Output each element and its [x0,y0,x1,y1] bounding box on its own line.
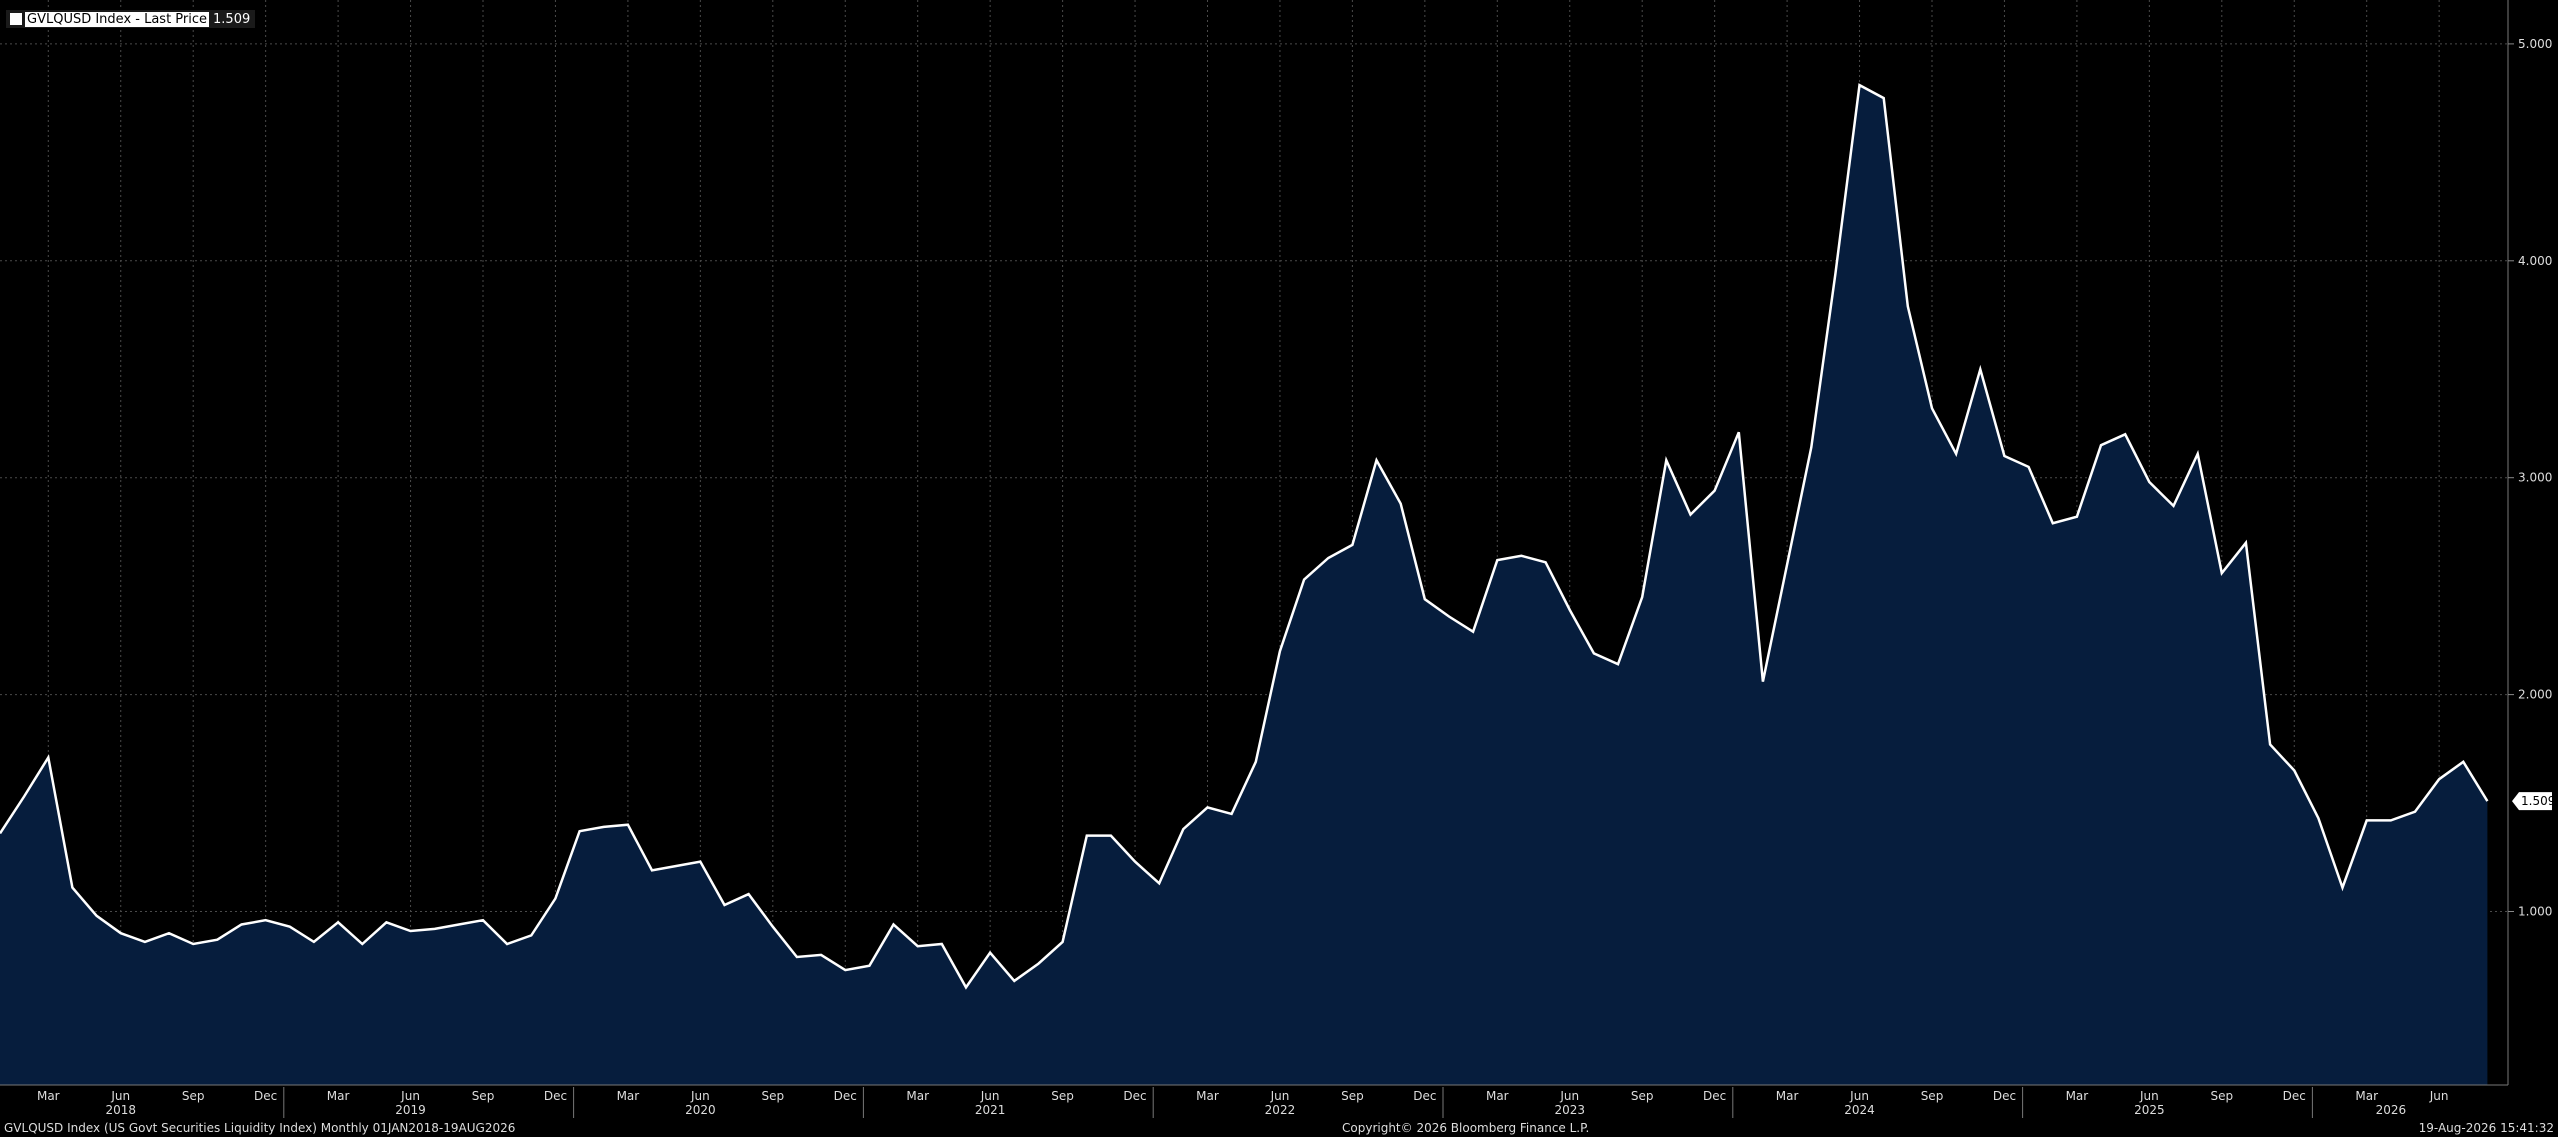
x-tick-label-month: Jun [2429,1089,2449,1103]
x-tick-label-month: Dec [544,1089,567,1103]
last-value-marker: 1.509 [2512,792,2555,811]
x-tick-label-month: Dec [2283,1089,2306,1103]
x-tick-label-year: 2022 [1265,1103,1296,1117]
x-tick-label-month: Jun [1270,1089,1290,1103]
x-tick-label-month: Sep [2210,1089,2233,1103]
x-tick-label-month: Jun [1559,1089,1579,1103]
x-tick-label-month: Sep [472,1089,495,1103]
x-tick-label-month: Dec [834,1089,857,1103]
last-value-label: 1.509 [2521,794,2555,808]
legend: GVLQUSD Index - Last Price 1.509 [6,10,256,28]
footer-description: GVLQUSD Index (US Govt Securities Liquid… [4,1121,516,1135]
x-tick-label-month: Sep [1051,1089,1074,1103]
series-area-fill [0,85,2488,1086]
x-tick-label-month: Jun [2139,1089,2159,1103]
x-tick-label-month: Jun [400,1089,420,1103]
x-tick-label-month: Jun [690,1089,710,1103]
legend-swatch [10,13,22,25]
axes [0,0,2509,1086]
x-tick-label-month: Sep [761,1089,784,1103]
y-tick-label: 2.000 [2518,688,2552,702]
series-line [0,83,2489,990]
x-tick-label-year: 2025 [2134,1103,2165,1117]
y-tick-label: 1.000 [2518,905,2552,919]
series-area [0,83,2489,1086]
y-tick-label: 5.000 [2518,37,2552,51]
x-tick-label-month: Mar [906,1089,929,1103]
x-tick-label-month: Mar [37,1089,60,1103]
x-tick-label-month: Dec [1123,1089,1146,1103]
legend-value: 1.509 [213,11,251,27]
x-tick-label-month: Mar [2355,1089,2378,1103]
x-tick-label-year: 2020 [685,1103,716,1117]
x-tick-label-month: Sep [1921,1089,1944,1103]
x-tick-label-month: Mar [1486,1089,1509,1103]
x-tick-label-month: Jun [110,1089,130,1103]
x-tick-label-month: Mar [2066,1089,2089,1103]
legend-label: GVLQUSD Index - Last Price [25,11,210,27]
x-tick-label-month: Dec [1413,1089,1436,1103]
y-tick-labels: 1.000 2.000 3.000 4.000 5.000 [2508,37,2552,919]
x-tick-label-month: Jun [1849,1089,1869,1103]
x-tick-label-month: Dec [1703,1089,1726,1103]
x-tick-label-month: Sep [1341,1089,1364,1103]
x-tick-label-year: 2021 [975,1103,1006,1117]
x-tick-label-month: Dec [254,1089,277,1103]
y-tick-label: 4.000 [2518,254,2552,268]
last-value-tag [2512,792,2552,811]
x-tick-label-month: Mar [617,1089,640,1103]
x-tick-label-year: 2019 [395,1103,426,1117]
x-tick-label-month: Mar [327,1089,350,1103]
x-tick-label-month: Dec [1993,1089,2016,1103]
x-tick-label-month: Sep [182,1089,205,1103]
x-tick-label-month: Jun [980,1089,1000,1103]
x-tick-label-month: Sep [1631,1089,1654,1103]
footer-timestamp: 19-Aug-2026 15:41:32 [2418,1121,2554,1135]
x-tick-label-month: Mar [1196,1089,1219,1103]
y-tick-label: 3.000 [2518,471,2552,485]
x-tick-labels: Mar Jun Sep Dec Mar Jun Sep Dec Mar Jun Sep Dec Mar J… [37,1087,2449,1118]
x-tick-label-year: 2018 [105,1103,136,1117]
x-tick-label-year: 2026 [2376,1103,2407,1117]
x-tick-label-year: 2023 [1554,1103,1585,1117]
footer-copyright: Copyright© 2026 Bloomberg Finance L.P. [1342,1121,1590,1135]
x-tick-label-year: 2024 [1844,1103,1875,1117]
x-tick-label-month: Mar [1776,1089,1799,1103]
